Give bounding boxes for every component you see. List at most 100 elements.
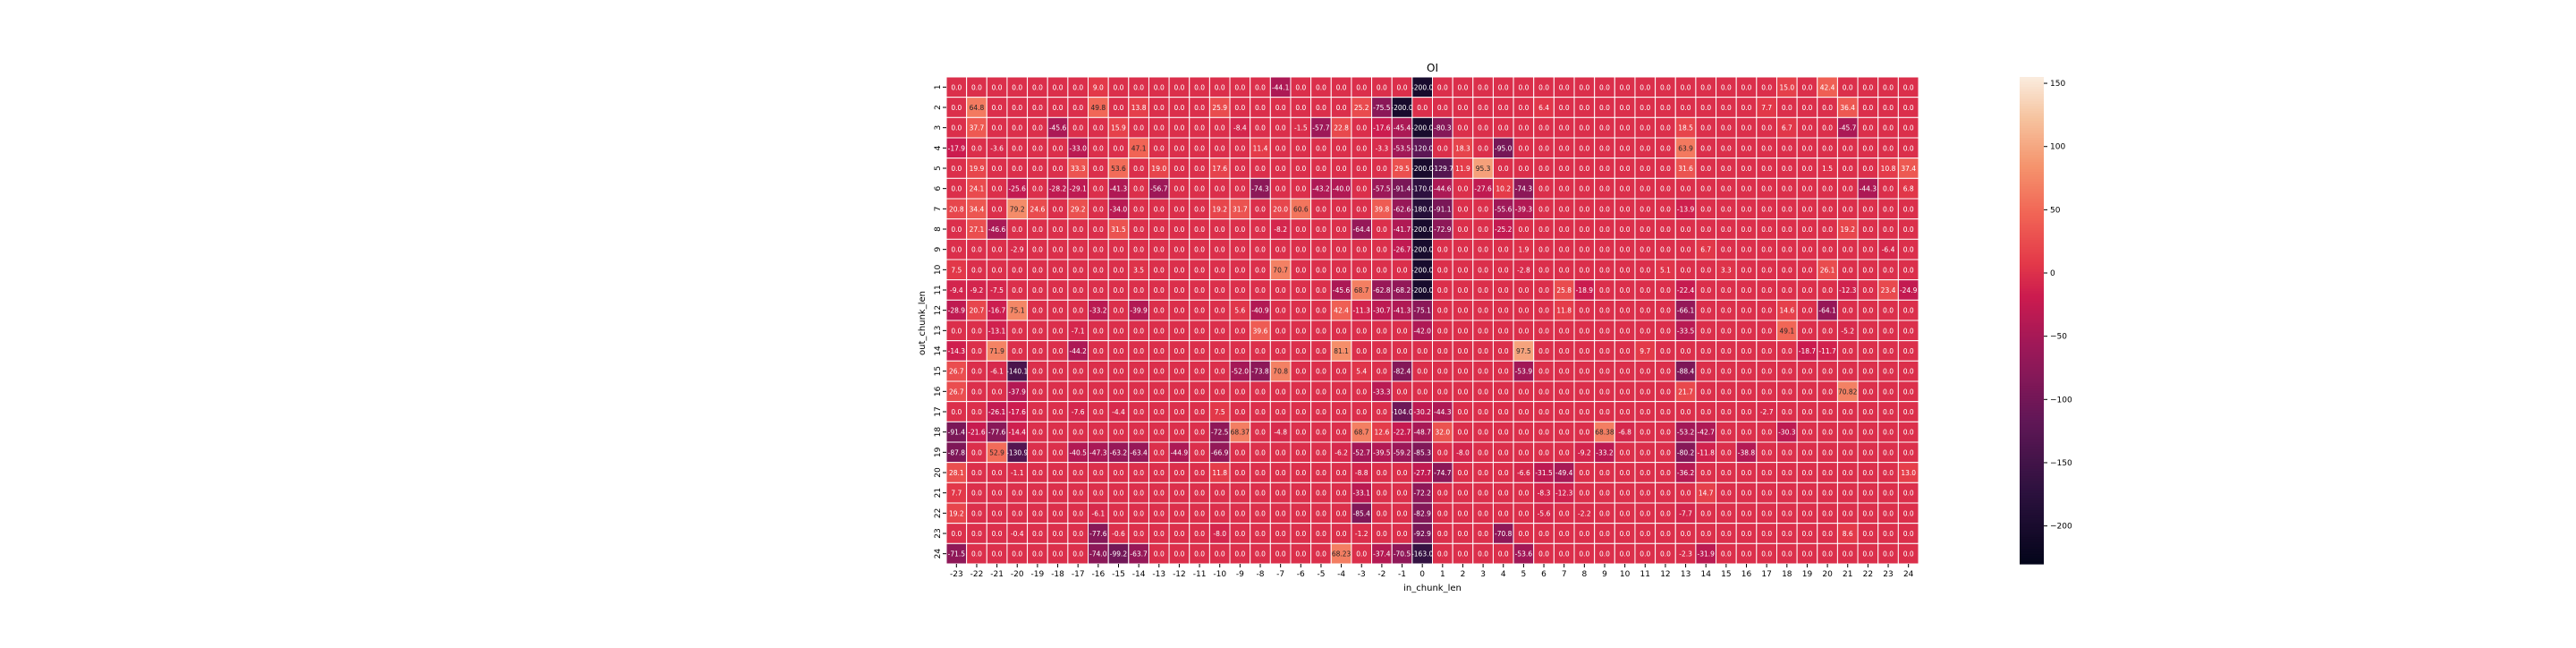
cell-value-label: 0.0 [1032, 448, 1043, 456]
cell-value-label: 0.0 [1862, 490, 1873, 498]
cell-value-label: -42.0 [1413, 327, 1431, 335]
cell-value-label: 0.0 [1275, 347, 1286, 355]
cell-value-label: -82.4 [1394, 368, 1411, 376]
x-tick-label: 18 [1782, 570, 1792, 579]
cell-value-label: 0.0 [1053, 104, 1063, 112]
cell-value-label: 0.0 [1437, 448, 1448, 456]
cell-value-label: 0.0 [1397, 266, 1408, 274]
cell-value-label: 0.0 [1478, 490, 1488, 498]
cell-value-label: 0.0 [1234, 448, 1245, 456]
cell-value-label: 0.0 [1234, 266, 1245, 274]
cell-value-label: 70.7 [1273, 266, 1288, 274]
cell-value-label: 0.0 [1174, 307, 1184, 315]
cell-value-label: 0.0 [1154, 327, 1165, 335]
cell-value-label: -6.6 [1517, 469, 1530, 477]
cell-value-label: -40.0 [1333, 185, 1351, 193]
cell-value-label: 0.0 [1255, 530, 1266, 538]
cell-value-label: 0.0 [1721, 104, 1732, 112]
cell-value-label: 0.0 [1133, 286, 1144, 294]
cell-value-label: 0.0 [1599, 246, 1610, 254]
cell-value-label: 0.0 [1032, 327, 1043, 335]
cell-value-label: 0.0 [1801, 226, 1812, 234]
cell-value-label: 0.0 [1599, 509, 1610, 517]
cell-value-label: 0.0 [1620, 490, 1631, 498]
y-tick-label: 2 [934, 105, 943, 110]
cell-value-label: 0.0 [1255, 448, 1266, 456]
cell-value-label: 0.0 [1579, 490, 1589, 498]
cell-value-label: 0.0 [1032, 530, 1043, 538]
cell-value-label: 0.0 [1093, 185, 1104, 193]
cell-value-label: 0.0 [1458, 347, 1469, 355]
cell-value-label: 0.0 [1133, 226, 1144, 234]
cell-value-label: -77.6 [988, 429, 1006, 437]
cell-value-label: 0.0 [1620, 347, 1631, 355]
cell-value-label: 0.0 [1114, 368, 1124, 376]
cell-value-label: 0.0 [1883, 429, 1894, 437]
cell-value-label: 47.1 [1131, 144, 1147, 152]
cell-value-label: 0.0 [1660, 286, 1671, 294]
cell-value-label: 0.0 [1518, 429, 1529, 437]
cell-value-label: 0.0 [1843, 448, 1853, 456]
cell-value-label: 0.0 [1114, 429, 1124, 437]
cell-value-label: 7.5 [951, 266, 962, 274]
cell-value-label: 0.0 [1843, 266, 1853, 274]
cell-value-label: 0.0 [1458, 509, 1469, 517]
cell-value-label: 0.0 [1681, 226, 1691, 234]
cell-value-label: 0.0 [1154, 509, 1165, 517]
cell-value-label: 0.0 [1862, 104, 1873, 112]
cell-value-label: 0.0 [1295, 327, 1306, 335]
cell-value-label: 0.0 [1761, 550, 1772, 558]
cell-value-label: 97.5 [1516, 347, 1531, 355]
cell-value-label: 0.0 [1234, 83, 1245, 91]
cell-value-label: 0.0 [1295, 185, 1306, 193]
cell-value-label: 0.0 [1458, 530, 1469, 538]
cell-value-label: 0.0 [1660, 144, 1671, 152]
cell-value-label: 0.0 [1862, 509, 1873, 517]
cell-value-label: 0.0 [1336, 165, 1347, 173]
cell-value-label: 0.0 [1599, 266, 1610, 274]
cell-value-label: 0.0 [1154, 124, 1165, 132]
cell-value-label: 0.0 [1761, 307, 1772, 315]
cell-value-label: 0.0 [1194, 165, 1205, 173]
cell-value-label: 0.0 [1032, 104, 1043, 112]
cell-value-label: 0.0 [1356, 408, 1367, 416]
cell-value-label: 0.0 [1518, 509, 1529, 517]
cell-value-label: 0.0 [1883, 307, 1894, 315]
cell-value-label: 0.0 [1478, 388, 1488, 396]
cell-value-label: 0.0 [1437, 144, 1448, 152]
cell-value-label: -62.8 [1373, 286, 1391, 294]
cell-value-label: 0.0 [1356, 266, 1367, 274]
cell-value-label: -9.2 [1578, 448, 1591, 456]
cell-value-label: 0.0 [1275, 144, 1286, 152]
cell-value-label: 0.0 [1660, 368, 1671, 376]
cell-value-label: -26.7 [1394, 246, 1411, 254]
cell-value-label: -200.0 [1411, 286, 1433, 294]
cell-value-label: -6.1 [990, 368, 1004, 376]
cell-value-label: 0.0 [1721, 144, 1732, 152]
cell-value-label: 0.0 [1620, 144, 1631, 152]
cell-value-label: -53.9 [1515, 368, 1533, 376]
cell-value-label: 0.0 [1295, 266, 1306, 274]
cell-value-label: -68.2 [1394, 286, 1411, 294]
cell-value-label: 0.0 [1640, 469, 1650, 477]
cell-value-label: 71.9 [989, 347, 1004, 355]
cell-value-label: 0.0 [1498, 509, 1509, 517]
cell-value-label: -1.2 [1355, 530, 1368, 538]
cell-value-label: -34.0 [1110, 205, 1128, 213]
cell-value-label: 0.0 [1012, 347, 1022, 355]
cell-value-label: -52.0 [1232, 368, 1250, 376]
cell-value-label: 0.0 [1579, 388, 1589, 396]
cell-value-label: 0.0 [1215, 307, 1225, 315]
cell-value-label: 0.0 [1458, 469, 1469, 477]
cell-value-label: 0.0 [1822, 104, 1833, 112]
cell-value-label: 0.0 [1640, 307, 1650, 315]
cell-value-label: 0.0 [1761, 226, 1772, 234]
cell-value-label: -38.8 [1738, 448, 1756, 456]
cell-value-label: 0.0 [1053, 327, 1063, 335]
cell-value-label: 20.8 [949, 205, 964, 213]
cell-value-label: 0.0 [1538, 266, 1549, 274]
cell-value-label: -36.2 [1677, 469, 1695, 477]
cell-value-label: 0.0 [1599, 388, 1610, 396]
cell-value-label: 0.0 [1295, 83, 1306, 91]
cell-value-label: 0.0 [1194, 530, 1205, 538]
